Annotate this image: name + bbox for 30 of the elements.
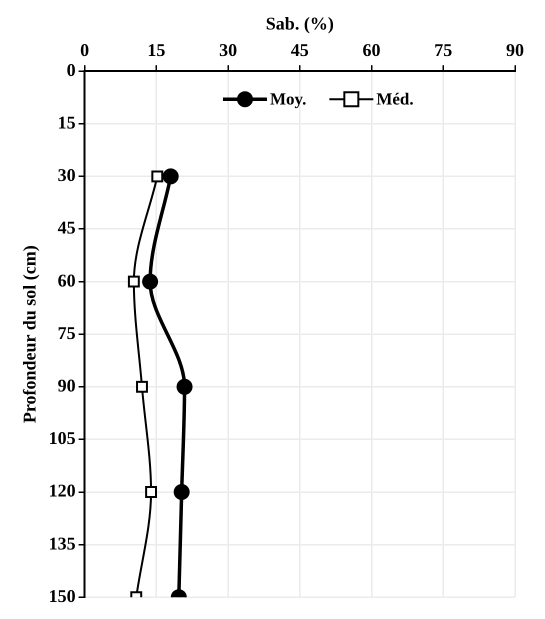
- y-tick-label: 15: [58, 112, 76, 132]
- y-tick-label: 90: [58, 375, 76, 396]
- point: [176, 378, 193, 395]
- point: [151, 170, 164, 182]
- point: [128, 276, 140, 288]
- y-axis-title: Profondeur du sol (cm): [19, 245, 40, 424]
- x-tick-label: 60: [362, 40, 381, 60]
- x-tick-label: 75: [434, 40, 452, 60]
- y-tick-label: 30: [58, 165, 76, 186]
- x-tick-label: 15: [147, 40, 166, 60]
- x-tick-label: 0: [80, 40, 90, 60]
- y-tick-label: 45: [58, 218, 76, 238]
- point: [145, 486, 158, 498]
- legend-label: Moy.: [270, 90, 306, 109]
- y-tick-label: 75: [58, 322, 76, 343]
- y-tick-label: 0: [66, 60, 76, 80]
- y-tick-label: 150: [48, 586, 76, 606]
- y-tick-label: 60: [58, 270, 76, 290]
- x-tick-label: 90: [506, 40, 524, 60]
- point: [136, 380, 148, 393]
- legend-label: Méd.: [376, 90, 414, 109]
- point: [162, 168, 179, 184]
- point: [142, 274, 158, 290]
- x-tick-label: 45: [290, 40, 309, 60]
- y-tick-label: 105: [48, 428, 76, 448]
- x-tick-label: 30: [219, 40, 238, 60]
- x-axis-title: Sab. (%): [266, 13, 334, 34]
- y-tick-label: 135: [48, 533, 76, 554]
- point: [174, 484, 190, 500]
- y-tick-label: 120: [48, 480, 76, 501]
